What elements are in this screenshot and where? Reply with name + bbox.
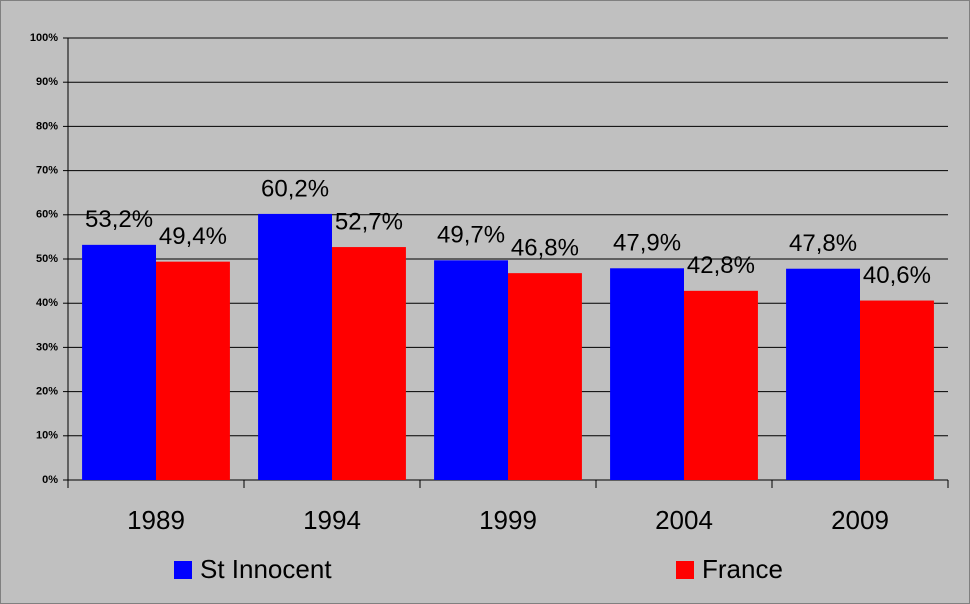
bar	[332, 247, 406, 480]
y-tick-label: 50%	[36, 253, 58, 265]
bar	[860, 300, 934, 480]
x-tick-label: 2009	[831, 505, 889, 535]
x-tick-label: 2004	[655, 505, 713, 535]
value-label: 52,7%	[335, 208, 403, 235]
value-label: 49,4%	[159, 223, 227, 250]
value-label: 46,8%	[511, 234, 579, 261]
value-label: 60,2%	[261, 175, 329, 202]
y-tick-label: 30%	[36, 341, 58, 353]
value-label: 40,6%	[863, 262, 931, 289]
x-tick-label: 1999	[479, 505, 537, 535]
bar	[684, 290, 758, 480]
bar	[786, 268, 860, 480]
bar	[610, 268, 684, 480]
y-tick-label: 80%	[36, 120, 58, 132]
y-tick-label: 60%	[36, 209, 58, 221]
y-tick-label: 90%	[36, 76, 58, 88]
legend-label: France	[702, 554, 783, 584]
y-tick-label: 70%	[36, 165, 58, 177]
x-tick-label: 1989	[127, 505, 185, 535]
y-tick-label: 40%	[36, 297, 58, 309]
x-tick-label: 1994	[303, 505, 361, 535]
value-label: 53,2%	[85, 206, 153, 233]
bar	[82, 244, 156, 480]
bar	[258, 213, 332, 480]
bar	[156, 261, 230, 480]
y-tick-label: 10%	[36, 430, 58, 442]
legend-label: St Innocent	[200, 554, 332, 584]
bar	[508, 273, 582, 480]
value-label: 47,9%	[613, 230, 681, 257]
y-tick-label: 100%	[30, 32, 58, 44]
value-label: 47,8%	[789, 230, 857, 257]
legend-swatch	[174, 561, 192, 579]
bar	[434, 260, 508, 480]
value-label: 42,8%	[687, 252, 755, 279]
y-tick-label: 0%	[42, 474, 58, 486]
legend-swatch	[676, 561, 694, 579]
value-label: 49,7%	[437, 222, 505, 249]
y-tick-label: 20%	[36, 386, 58, 398]
